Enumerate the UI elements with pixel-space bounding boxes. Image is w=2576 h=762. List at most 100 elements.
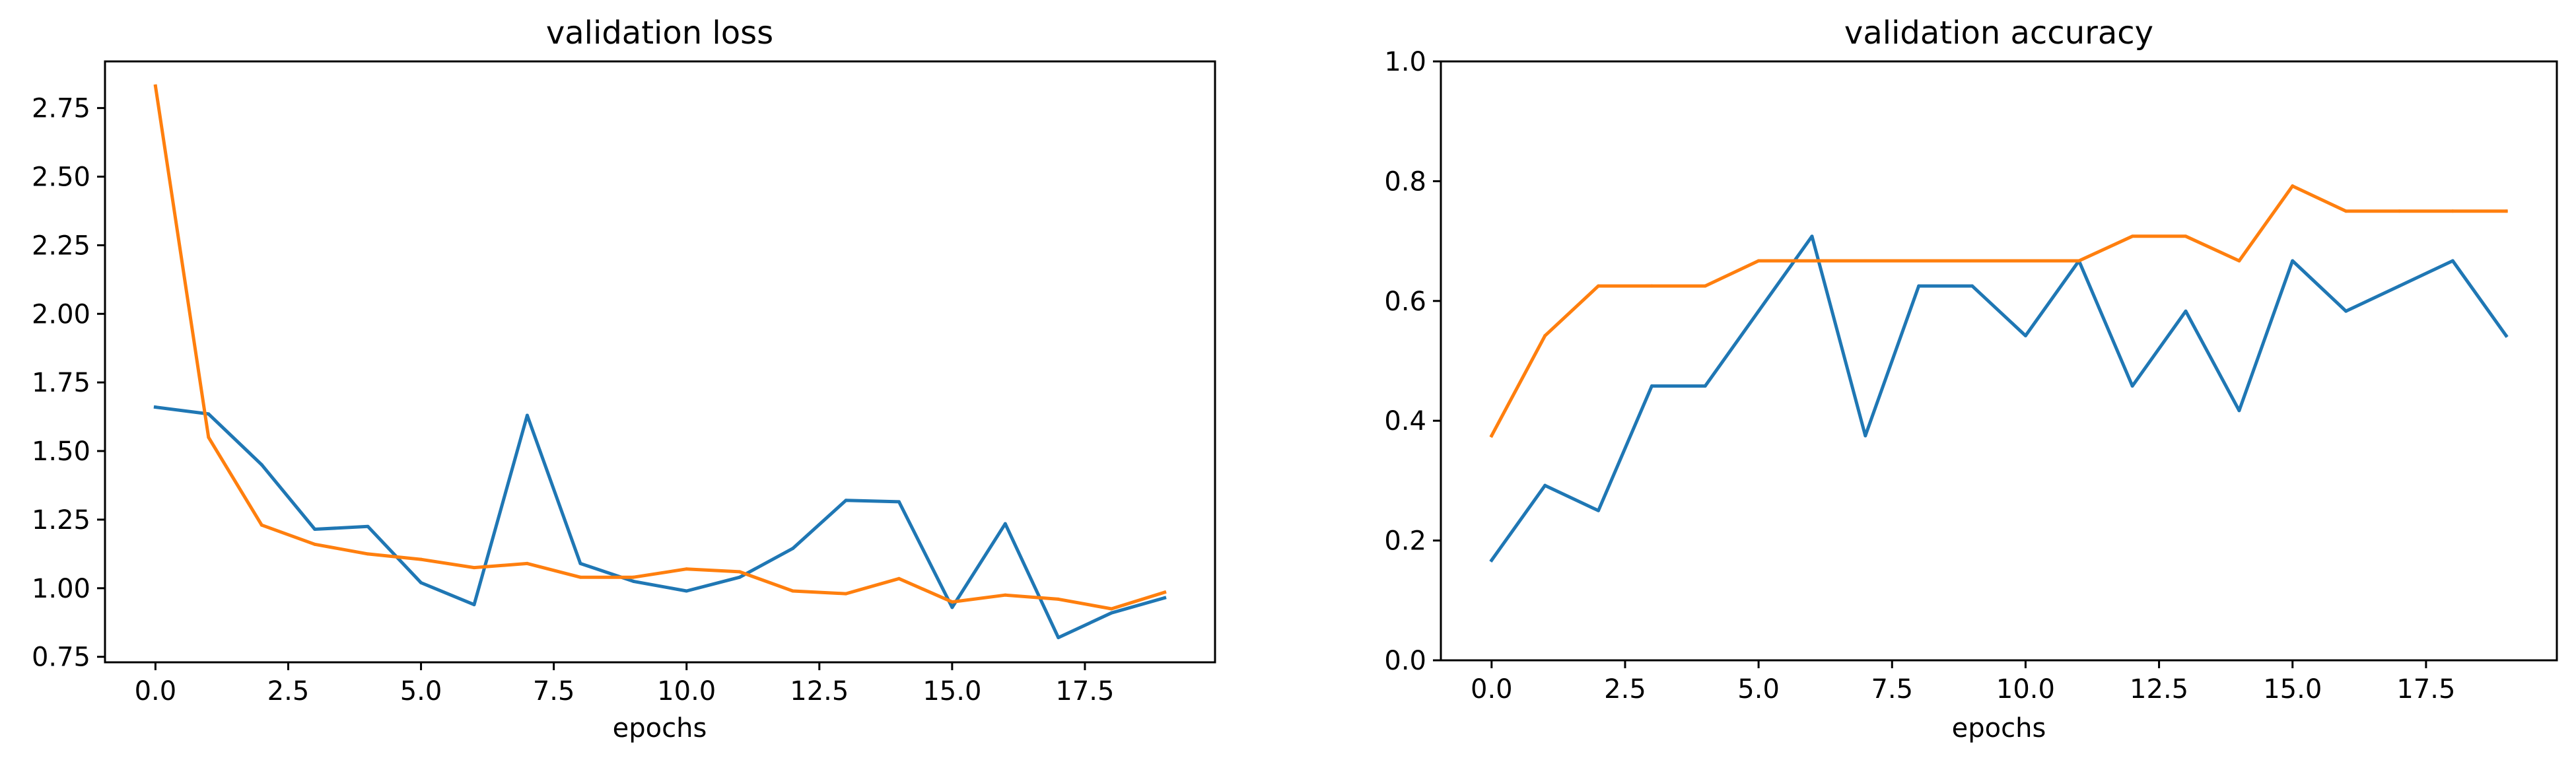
loss-chart-series-orange-point (738, 570, 742, 574)
loss-chart-series-blue-point (1163, 596, 1167, 600)
loss-chart-series-blue-point (897, 500, 901, 504)
loss-chart-series-orange-point (791, 589, 795, 593)
accuracy-chart-series-blue-point (1757, 309, 1760, 313)
accuracy-chart-series-orange-point (1917, 259, 1921, 263)
accuracy-chart-panel: validation accuracy 0.0 2.5 5.0 7.5 10.0 12.5… (1384, 15, 2558, 744)
loss-chart-ytick-label: 2.00 (32, 299, 90, 329)
loss-chart-xtick-label: 0.0 (135, 676, 177, 707)
accuracy-chart-series-blue-point (1490, 559, 1494, 563)
loss-chart-series-blue-point (950, 606, 954, 609)
loss-chart-series-orange-point (260, 523, 263, 527)
loss-chart-ytick-label: 1.00 (32, 574, 90, 604)
loss-chart-series-blue-point (207, 412, 211, 416)
loss-chart-series-orange-point (897, 576, 901, 580)
accuracy-chart-series-blue-point (1970, 284, 1974, 288)
accuracy-chart-series-orange-point (2504, 209, 2508, 213)
loss-chart-ytick-label: 1.75 (32, 368, 90, 398)
accuracy-chart-xtick-label: 7.5 (1871, 674, 1913, 705)
loss-chart-panel: validation loss 0.0 2.5 5.0 7.5 10.0 12.5 15.0… (32, 15, 1216, 744)
accuracy-chart-series-blue-point (2504, 333, 2508, 337)
loss-chart-series-blue-point (1003, 522, 1007, 526)
accuracy-chart-ytick-label: 0.6 (1384, 287, 1426, 317)
loss-chart-ytick-label: 2.75 (32, 94, 90, 124)
accuracy-chart-series-orange-point (2184, 234, 2188, 238)
accuracy-chart-series-blue-point (1650, 384, 1654, 388)
loss-chart-series-orange-point (525, 561, 529, 565)
loss-chart-series-blue-point (260, 463, 263, 467)
loss-chart-series-blue-point (844, 499, 848, 502)
loss-chart-xtick-label: 17.5 (1055, 676, 1114, 707)
loss-chart-series-orange-point (366, 552, 370, 556)
accuracy-chart-xtick-label: 17.5 (2396, 674, 2455, 705)
accuracy-chart-series-orange-point (2237, 259, 2241, 263)
accuracy-chart-series-blue-point (2397, 284, 2401, 288)
accuracy-chart-series-blue-point (2130, 384, 2134, 388)
loss-chart-series-blue-point (313, 527, 317, 531)
loss-chart-series-blue-line (153, 405, 1167, 640)
loss-chart-series-orange-point (578, 575, 582, 579)
accuracy-chart-xtick-label: 5.0 (1737, 674, 1780, 705)
loss-chart-series-orange-point (685, 567, 689, 571)
accuracy-chart-series-blue-point (2023, 333, 2027, 337)
loss-chart-series-orange-line (153, 84, 1167, 611)
loss-chart-series-orange-point (631, 575, 635, 579)
loss-chart-xtick-label: 2.5 (267, 676, 310, 707)
accuracy-chart-series-orange-line (1489, 184, 2508, 438)
accuracy-chart-series-blue-point (1703, 384, 1707, 388)
accuracy-chart-series-blue-point (2291, 259, 2295, 263)
loss-chart-series-orange-point (207, 435, 211, 439)
accuracy-chart-series-orange-point (1810, 259, 1814, 263)
accuracy-chart-series-blue-point (2237, 409, 2241, 413)
accuracy-chart-ytick-label: 1.0 (1384, 47, 1426, 77)
accuracy-chart-series-blue-point (1917, 284, 1921, 288)
loss-chart-xtick-label: 10.0 (657, 676, 716, 707)
loss-chart-series-blue-point (738, 575, 742, 579)
accuracy-chart-xtick-label: 10.0 (1996, 674, 2055, 705)
loss-chart-series-blue-point (1057, 636, 1061, 640)
accuracy-chart-series-blue-point (2344, 309, 2348, 313)
accuracy-chart-series-orange-point (2397, 209, 2401, 213)
accuracy-chart-series-blue-point (2451, 259, 2454, 263)
loss-chart-series-orange-point (950, 600, 954, 604)
loss-chart-series-orange-point (844, 592, 848, 596)
loss-chart-ytick-label: 2.25 (32, 230, 90, 261)
loss-chart-ytick-label: 0.75 (32, 642, 90, 673)
accuracy-chart-xlabel: epochs (1952, 713, 2046, 744)
loss-chart-title: validation loss (546, 15, 773, 52)
loss-chart-series-blue-point (685, 589, 689, 593)
accuracy-chart-series-blue-point (1597, 508, 1601, 512)
loss-chart-ticks: 0.0 2.5 5.0 7.5 10.0 12.5 15.0 17.5 0.75 1.00 1.25… (32, 94, 1115, 707)
accuracy-chart-series-orange-point (2077, 259, 2081, 263)
accuracy-chart-lines (1489, 184, 2509, 563)
accuracy-chart-series-blue-line (1489, 234, 2509, 563)
loss-chart-series-blue-point (525, 413, 529, 417)
loss-chart-series-orange-point (419, 557, 423, 561)
loss-chart-series-blue-point (153, 405, 157, 409)
accuracy-chart-series-orange-point (2451, 209, 2454, 213)
accuracy-chart-xtick-label: 0.0 (1471, 674, 1513, 705)
loss-chart-frame (104, 60, 1216, 664)
loss-chart-series-orange-point (472, 566, 476, 570)
loss-chart-series-orange-point (313, 542, 317, 546)
accuracy-chart-series-orange-point (1757, 259, 1760, 263)
loss-chart-series-blue-point (631, 579, 635, 583)
accuracy-chart-series-orange-point (1597, 284, 1601, 288)
accuracy-chart-series-orange-point (2291, 184, 2295, 188)
accuracy-chart-series-blue-point (2184, 309, 2188, 313)
loss-chart-ytick-label: 1.50 (32, 436, 90, 467)
accuracy-chart-ytick-label: 0.2 (1384, 526, 1426, 557)
loss-chart-xtick-label: 5.0 (400, 676, 442, 707)
accuracy-chart-series-orange-point (1970, 259, 1974, 263)
accuracy-chart-series-orange-point (2023, 259, 2027, 263)
loss-chart-lines (153, 84, 1167, 640)
accuracy-chart-frame (1440, 60, 2558, 662)
loss-chart-ytick-label: 2.50 (32, 162, 90, 193)
accuracy-chart-series-orange-point (1863, 259, 1867, 263)
loss-chart-xtick-label: 15.0 (922, 676, 981, 707)
accuracy-chart-series-orange-point (2344, 209, 2348, 213)
loss-chart-series-blue-point (578, 561, 582, 565)
accuracy-chart-ticks: 0.0 2.5 5.0 7.5 10.0 12.5 15.0 17.5 0.0 0.2 0.4 0.6… (1384, 47, 2455, 705)
loss-chart-xlabel: epochs (613, 713, 707, 744)
accuracy-chart-xtick-label: 12.5 (2130, 674, 2188, 705)
